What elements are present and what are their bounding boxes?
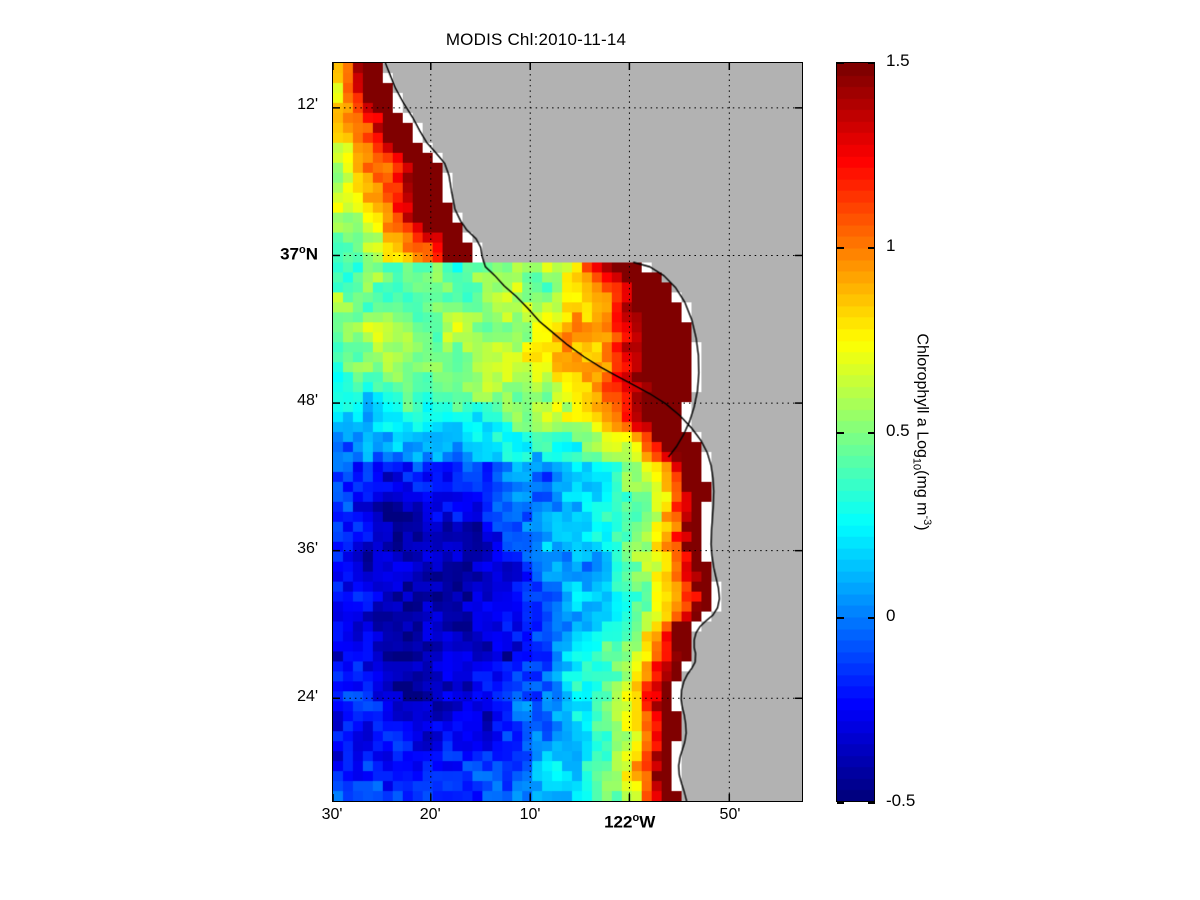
colorbar-tick-mark: [867, 617, 875, 619]
x-axis-tick-label: 20': [419, 806, 441, 823]
x-tick-value: 122: [604, 812, 633, 832]
colorbar-tick-mark: [867, 247, 875, 249]
y-axis-tick-label: 48': [297, 391, 318, 409]
y-tick-hemisphere: N: [305, 244, 318, 264]
figure-title: MODIS Chl:2010-11-14: [445, 30, 627, 49]
colorbar-tick-mark: [836, 247, 844, 249]
colorbar[interactable]: [836, 62, 875, 804]
colorbar-label-superscript: -3: [921, 515, 933, 526]
colorbar-label-close: ): [913, 525, 931, 531]
colorbar-tick-mark: [836, 62, 844, 64]
y-axis-tick-label: 12': [297, 95, 318, 113]
colorbar-tick-label: 0: [886, 606, 896, 625]
x-axis-tick-label: 122oW: [590, 812, 670, 833]
y-axis-tick-label: 36': [297, 539, 318, 557]
x-axis-tick-label: 30': [321, 806, 343, 823]
degree-symbol: o: [298, 243, 306, 256]
colorbar-tick-label: 0.5: [886, 421, 910, 440]
colorbar-gradient: [837, 63, 874, 801]
x-tick-hemisphere: W: [639, 812, 656, 832]
map-axes[interactable]: [332, 62, 803, 802]
colorbar-tick-mark: [867, 802, 875, 804]
colorbar-label-units: (mg m: [913, 470, 931, 516]
x-axis-tick-label: 50': [719, 806, 741, 823]
degree-symbol: o: [632, 812, 640, 824]
colorbar-label-subscript: 10: [910, 457, 923, 471]
colorbar-tick-label: 1: [886, 236, 896, 255]
y-axis-tick-label: 37oN: [198, 244, 318, 265]
y-axis-tick-label: 24': [297, 687, 318, 705]
grid-overlay: [333, 63, 802, 801]
colorbar-tick-label: -0.5: [886, 791, 916, 810]
x-axis-tick-label: 10': [519, 806, 541, 823]
colorbar-tick-mark: [836, 617, 844, 619]
colorbar-tick-label: 1.5: [886, 51, 910, 70]
chlorophyll-heatmap[interactable]: [333, 63, 802, 801]
colorbar-tick-mark: [836, 432, 844, 434]
colorbar-tick-mark: [867, 432, 875, 434]
colorbar-tick-mark: [867, 62, 875, 64]
y-tick-value: 37: [280, 244, 299, 264]
colorbar-axis-label: Chlorophyll a Log10(mg m-3): [910, 62, 942, 802]
colorbar-tick-mark: [836, 802, 844, 804]
colorbar-label-main: Chlorophyll a Log: [913, 333, 931, 458]
